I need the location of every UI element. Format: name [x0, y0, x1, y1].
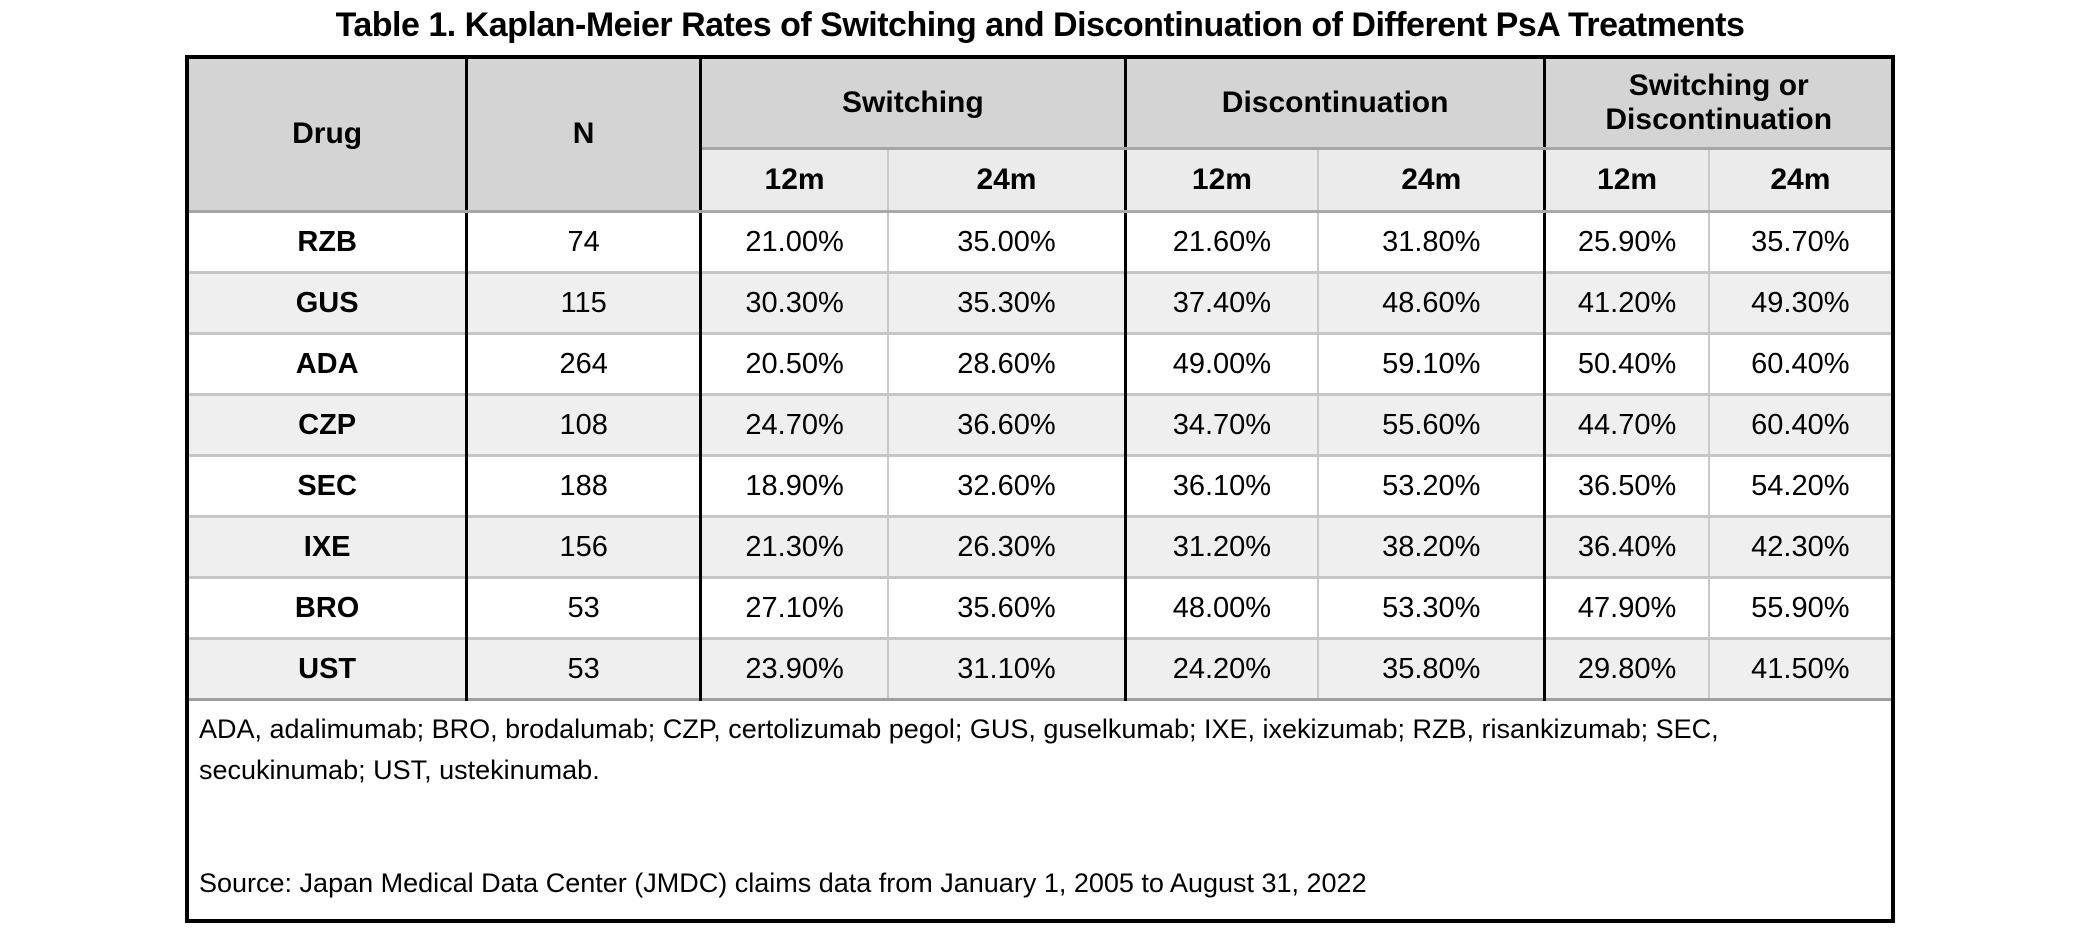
table-row: BRO 53 27.10% 35.60% 48.00% 53.30% 47.90…	[187, 576, 1893, 639]
value-cell: 36.40%	[1544, 515, 1710, 578]
group-header-switching-or-discontinuation: Switching or Discontinuation	[1544, 57, 1893, 150]
value-cell: 48.00%	[1125, 576, 1320, 639]
header-sub-row: 12m 24m 12m 24m 12m 24m	[187, 148, 1893, 213]
drug-cell: SEC	[187, 454, 469, 517]
value-cell: 26.30%	[888, 515, 1127, 578]
value-cell: 21.00%	[700, 210, 890, 273]
value-cell: 55.90%	[1708, 576, 1893, 639]
subheader-swodc-24m: 24m	[1708, 148, 1893, 213]
subheader-discontinuation-12m: 12m	[1125, 148, 1320, 213]
value-cell: 41.20%	[1544, 271, 1710, 334]
value-cell: 28.60%	[888, 332, 1127, 395]
value-cell: 47.90%	[1544, 576, 1710, 639]
value-cell: 60.40%	[1708, 393, 1893, 456]
value-cell: 23.90%	[700, 637, 890, 700]
value-cell: 53.20%	[1318, 454, 1547, 517]
value-cell: 36.60%	[888, 393, 1127, 456]
value-cell: 49.00%	[1125, 332, 1320, 395]
value-cell: 36.10%	[1125, 454, 1320, 517]
value-cell: 38.20%	[1318, 515, 1547, 578]
value-cell: 31.80%	[1318, 210, 1547, 273]
drug-cell: GUS	[187, 271, 469, 334]
n-cell: 53	[466, 576, 702, 639]
value-cell: 50.40%	[1544, 332, 1710, 395]
value-cell: 21.60%	[1125, 210, 1320, 273]
value-cell: 35.30%	[888, 271, 1127, 334]
drug-cell: RZB	[187, 210, 469, 273]
column-header-drug: Drug	[187, 57, 469, 213]
value-cell: 34.70%	[1125, 393, 1320, 456]
value-cell: 35.70%	[1708, 210, 1893, 273]
value-cell: 35.60%	[888, 576, 1127, 639]
table-row: RZB 74 21.00% 35.00% 21.60% 31.80% 25.90…	[187, 210, 1893, 273]
value-cell: 25.90%	[1544, 210, 1710, 273]
value-cell: 55.60%	[1318, 393, 1547, 456]
subheader-switching-12m: 12m	[700, 148, 890, 213]
value-cell: 49.30%	[1708, 271, 1893, 334]
group-header-switching: Switching	[700, 57, 1127, 150]
value-cell: 31.10%	[888, 637, 1127, 700]
subheader-switching-24m: 24m	[888, 148, 1127, 213]
value-cell: 20.50%	[700, 332, 890, 395]
value-cell: 32.60%	[888, 454, 1127, 517]
drug-cell: UST	[187, 637, 469, 700]
table-row: ADA 264 20.50% 28.60% 49.00% 59.10% 50.4…	[187, 332, 1893, 395]
footnote-row: ADA, adalimumab; BRO, brodalumab; CZP, c…	[187, 698, 1893, 921]
footnote-cell: ADA, adalimumab; BRO, brodalumab; CZP, c…	[187, 698, 1893, 921]
table-row: GUS 115 30.30% 35.30% 37.40% 48.60% 41.2…	[187, 271, 1893, 334]
value-cell: 42.30%	[1708, 515, 1893, 578]
value-cell: 27.10%	[700, 576, 890, 639]
drug-cell: IXE	[187, 515, 469, 578]
value-cell: 31.20%	[1125, 515, 1320, 578]
value-cell: 30.30%	[700, 271, 890, 334]
table-row: UST 53 23.90% 31.10% 24.20% 35.80% 29.80…	[187, 637, 1893, 700]
source-note: Source: Japan Medical Data Center (JMDC)…	[199, 868, 1367, 898]
n-cell: 53	[466, 637, 702, 700]
header-group-row: Drug N Switching Discontinuation Switchi…	[187, 57, 1893, 213]
abbreviations-note: ADA, adalimumab; BRO, brodalumab; CZP, c…	[199, 714, 1719, 785]
value-cell: 41.50%	[1708, 637, 1893, 700]
subheader-discontinuation-24m: 24m	[1318, 148, 1547, 213]
value-cell: 60.40%	[1708, 332, 1893, 395]
drug-cell: ADA	[187, 332, 469, 395]
drug-cell: CZP	[187, 393, 469, 456]
column-header-n: N	[466, 57, 702, 213]
value-cell: 21.30%	[700, 515, 890, 578]
table-title: Table 1. Kaplan-Meier Rates of Switching…	[335, 6, 1745, 44]
table-row: SEC 188 18.90% 32.60% 36.10% 53.20% 36.5…	[187, 454, 1893, 517]
drug-cell: BRO	[187, 576, 469, 639]
value-cell: 48.60%	[1318, 271, 1547, 334]
subheader-swodc-12m: 12m	[1544, 148, 1710, 213]
value-cell: 24.70%	[700, 393, 890, 456]
value-cell: 53.30%	[1318, 576, 1547, 639]
value-cell: 29.80%	[1544, 637, 1710, 700]
n-cell: 74	[466, 210, 702, 273]
value-cell: 54.20%	[1708, 454, 1893, 517]
value-cell: 18.90%	[700, 454, 890, 517]
n-cell: 264	[466, 332, 702, 395]
value-cell: 24.20%	[1125, 637, 1320, 700]
km-rates-table: Drug N Switching Discontinuation Switchi…	[185, 55, 1895, 923]
group-header-discontinuation: Discontinuation	[1125, 57, 1547, 150]
value-cell: 35.80%	[1318, 637, 1547, 700]
n-cell: 115	[466, 271, 702, 334]
table-row: CZP 108 24.70% 36.60% 34.70% 55.60% 44.7…	[187, 393, 1893, 456]
n-cell: 156	[466, 515, 702, 578]
n-cell: 188	[466, 454, 702, 517]
value-cell: 36.50%	[1544, 454, 1710, 517]
value-cell: 44.70%	[1544, 393, 1710, 456]
n-cell: 108	[466, 393, 702, 456]
value-cell: 37.40%	[1125, 271, 1320, 334]
table-row: IXE 156 21.30% 26.30% 31.20% 38.20% 36.4…	[187, 515, 1893, 578]
value-cell: 59.10%	[1318, 332, 1547, 395]
value-cell: 35.00%	[888, 210, 1127, 273]
